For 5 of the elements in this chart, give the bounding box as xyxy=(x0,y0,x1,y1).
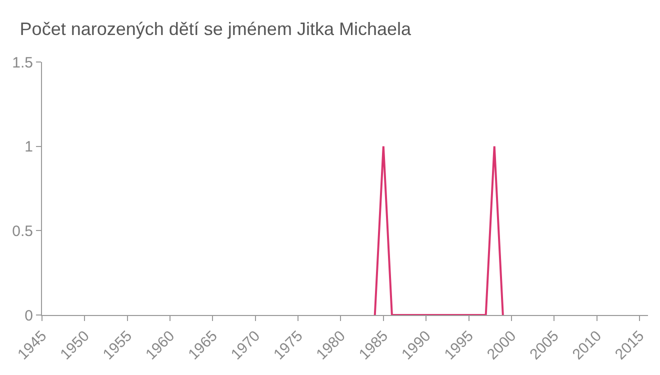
y-tick-label: 0 xyxy=(24,307,33,324)
y-tick-label: 0.5 xyxy=(12,222,33,240)
y-tick-label: 1.5 xyxy=(12,54,33,72)
y-tick-label: 1 xyxy=(24,138,33,156)
chart-title: Počet narozených dětí se jménem Jitka Michaela xyxy=(20,19,412,40)
